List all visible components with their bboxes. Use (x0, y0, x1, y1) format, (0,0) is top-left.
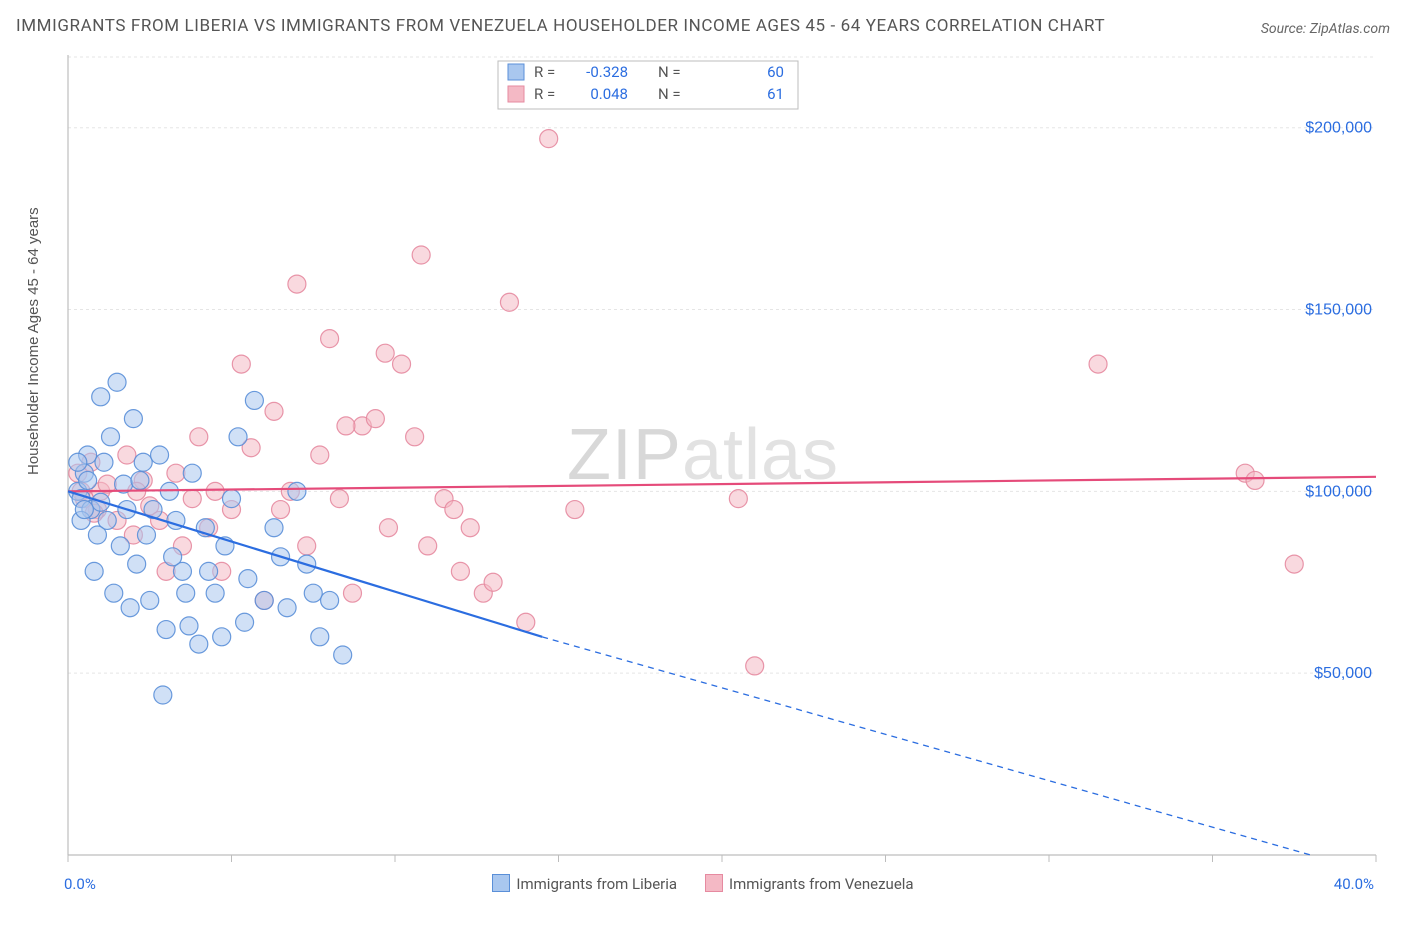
svg-text:61: 61 (767, 85, 784, 103)
series-legend: Immigrants from Liberia Immigrants from … (492, 874, 913, 893)
svg-text:N =: N = (658, 85, 681, 103)
legend-item-liberia: Immigrants from Liberia (492, 874, 677, 893)
scatter-chart: $50,000 $100,000 $150,000 $200,000 Household… (16, 49, 1390, 869)
legend-label-liberia: Immigrants from Liberia (516, 875, 677, 893)
svg-text:$200,000: $200,000 (1305, 120, 1372, 137)
svg-text:-0.328: -0.328 (586, 63, 628, 81)
x-axis-max-label: 40.0% (1334, 875, 1374, 893)
legend-label-venezuela: Immigrants from Venezuela (729, 875, 914, 893)
svg-text:Householder Income Ages 45 - 6: Householder Income Ages 45 - 64 years (25, 207, 42, 475)
svg-text:R =: R = (534, 63, 555, 81)
legend-swatch-liberia (492, 874, 510, 892)
svg-text:R =: R = (534, 85, 555, 103)
svg-text:$100,000: $100,000 (1305, 483, 1372, 500)
bottom-legend-row: 0.0% Immigrants from Liberia Immigrants … (16, 871, 1390, 897)
chart-title: IMMIGRANTS FROM LIBERIA VS IMMIGRANTS FR… (16, 12, 1105, 41)
source-label: Source: ZipAtlas.com (1261, 21, 1390, 41)
chart-container: $50,000 $100,000 $150,000 $200,000 Household… (16, 49, 1390, 869)
chart-header: IMMIGRANTS FROM LIBERIA VS IMMIGRANTS FR… (16, 12, 1390, 41)
svg-text:60: 60 (767, 63, 784, 81)
x-axis-min-label: 0.0% (64, 875, 96, 893)
svg-text:0.048: 0.048 (590, 85, 628, 103)
legend-item-venezuela: Immigrants from Venezuela (705, 874, 914, 893)
svg-text:N =: N = (658, 63, 681, 81)
svg-text:$150,000: $150,000 (1305, 301, 1372, 318)
svg-text:$50,000: $50,000 (1314, 665, 1372, 682)
legend-swatch-venezuela (705, 874, 723, 892)
